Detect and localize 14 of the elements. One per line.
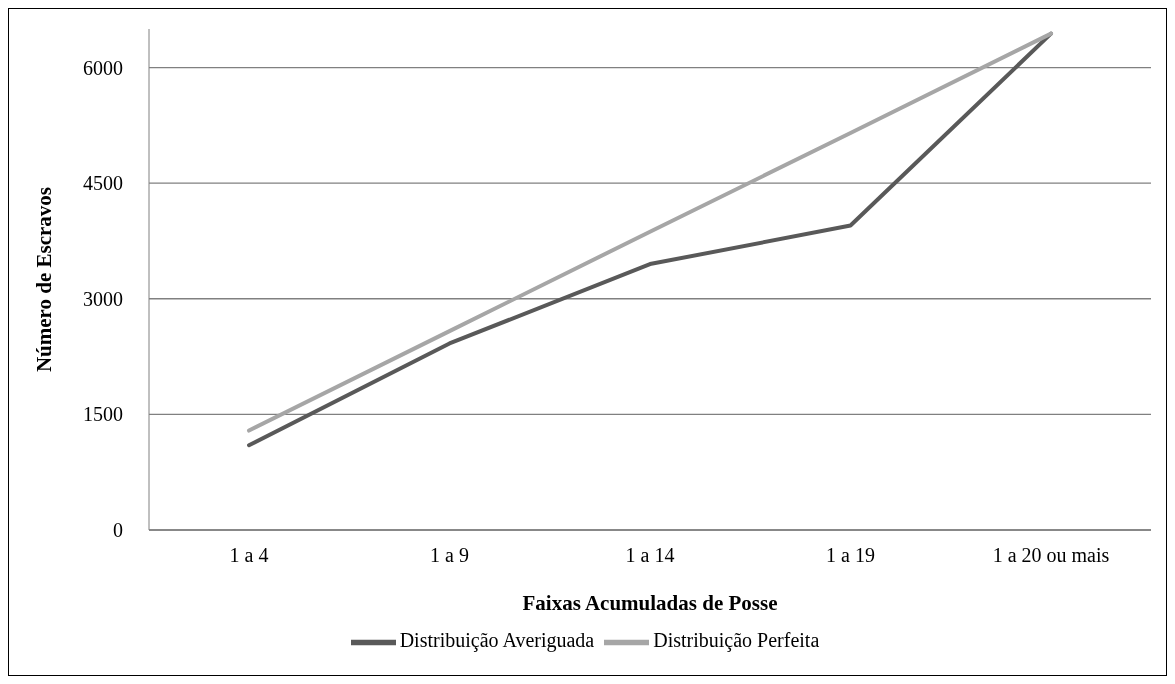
x-tick-label: 1 a 19 [826,544,875,567]
y-tick-label: 3000 [83,287,123,310]
y-tick-label: 0 [113,519,123,542]
y-axis-title: Número de Escravos [32,186,57,373]
x-tick-label: 1 a 14 [625,544,675,567]
x-tick-label: 1 a 4 [229,544,269,567]
legend-label: Distribuição Averiguada [399,629,595,652]
x-axis-title: Faixas Acumuladas de Posse [522,591,778,615]
y-tick-label: 1500 [83,403,123,426]
x-tick-label: 1 a 9 [430,544,469,567]
y-tick-label: 4500 [83,172,123,195]
x-tick-label: 1 a 20 ou mais [992,544,1110,567]
y-tick-label: 6000 [83,56,123,79]
legend-label: Distribuição Perfeita [653,629,820,652]
